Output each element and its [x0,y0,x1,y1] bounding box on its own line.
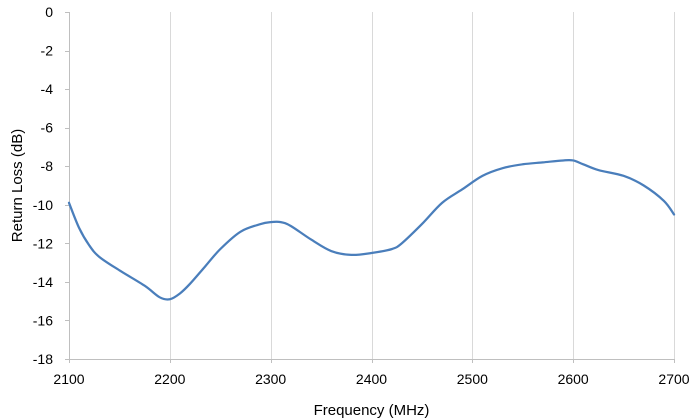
x-tick-label: 2600 [558,371,589,387]
x-tick-label: 2700 [658,371,689,387]
y-tick-label: -10 [33,197,53,213]
y-tick-label: -12 [33,235,53,251]
x-tick-label: 2200 [154,371,185,387]
x-tick-labels: 2100 2200 2300 2400 2500 2600 2700 [53,371,689,387]
grid-lines [170,12,675,359]
axes [65,12,675,363]
y-tick-label: -6 [41,120,54,136]
y-tick-label: -8 [41,158,54,174]
x-tick-label: 2500 [457,371,488,387]
x-tick-label: 2100 [53,371,84,387]
y-tick-label: -18 [33,351,53,367]
x-axis-title: Frequency (MHz) [314,402,430,419]
series-layer [67,158,676,301]
y-tick-label: -16 [33,312,53,328]
y-tick-label: 0 [45,4,53,20]
y-tick-labels: 0 -2 -4 -6 -8 -10 -12 -14 -16 -18 [33,4,53,367]
x-tick-label: 2300 [255,371,286,387]
return-loss-line [67,158,676,301]
y-tick-label: -4 [41,81,54,97]
x-tick-label: 2400 [356,371,387,387]
y-tick-label: -14 [33,274,53,290]
y-axis-title: Return Loss (dB) [9,129,26,242]
y-tick-label: -2 [41,43,54,59]
